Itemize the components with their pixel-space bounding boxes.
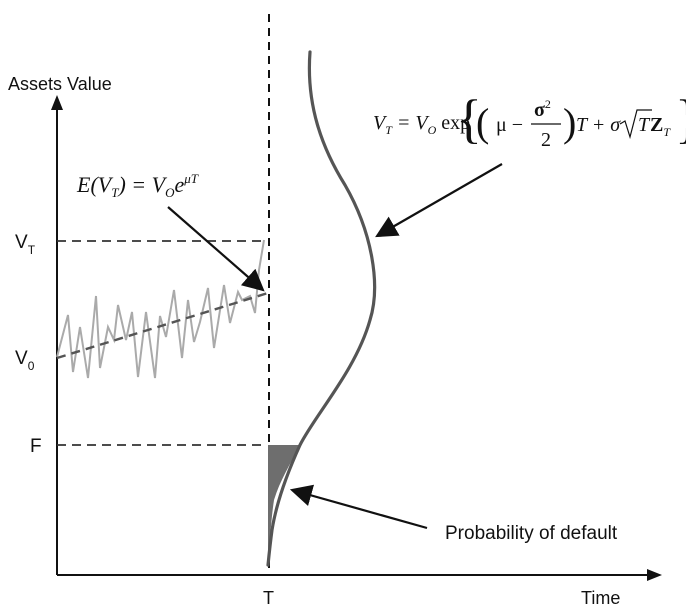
asset-path — [56, 239, 265, 379]
expected-arrow — [167, 206, 265, 292]
svg-text:VT = VO exp: VT = VO exp — [373, 112, 470, 137]
svg-text:T: T — [638, 114, 651, 136]
svg-text:2: 2 — [541, 129, 551, 151]
svg-text:T + σ: T + σ — [576, 114, 621, 136]
vt-label: VT — [15, 232, 36, 257]
svg-text:(: ( — [476, 100, 489, 145]
default-arrow — [289, 484, 428, 530]
svg-text:): ) — [563, 100, 576, 145]
svg-text:{: { — [456, 89, 482, 149]
terminal-value-formula: VT = VO exp { ( μ − σ2 2 ) T + σ T ZT } — [373, 89, 686, 151]
distribution-arrow — [375, 163, 503, 238]
svg-text:μ −: μ − — [496, 114, 523, 136]
v0-label: V0 — [15, 348, 35, 373]
probability-of-default-label: Probability of default — [445, 523, 618, 544]
y-axis-arrowhead — [51, 95, 63, 110]
x-axis-tick-t: T — [263, 588, 274, 608]
expected-value-formula: E(VT) = VOeμT — [76, 171, 199, 200]
f-label: F — [30, 436, 42, 457]
density-curve — [266, 50, 377, 567]
expected-trend-line — [56, 291, 269, 360]
y-axis-label: Assets Value — [8, 74, 112, 94]
svg-text:ZT: ZT — [650, 114, 671, 139]
svg-text:σ2: σ2 — [534, 97, 551, 121]
svg-text:}: } — [675, 89, 686, 149]
x-axis-arrowhead — [647, 569, 662, 581]
default-probability-area — [268, 445, 300, 565]
x-axis-label: Time — [581, 588, 620, 608]
